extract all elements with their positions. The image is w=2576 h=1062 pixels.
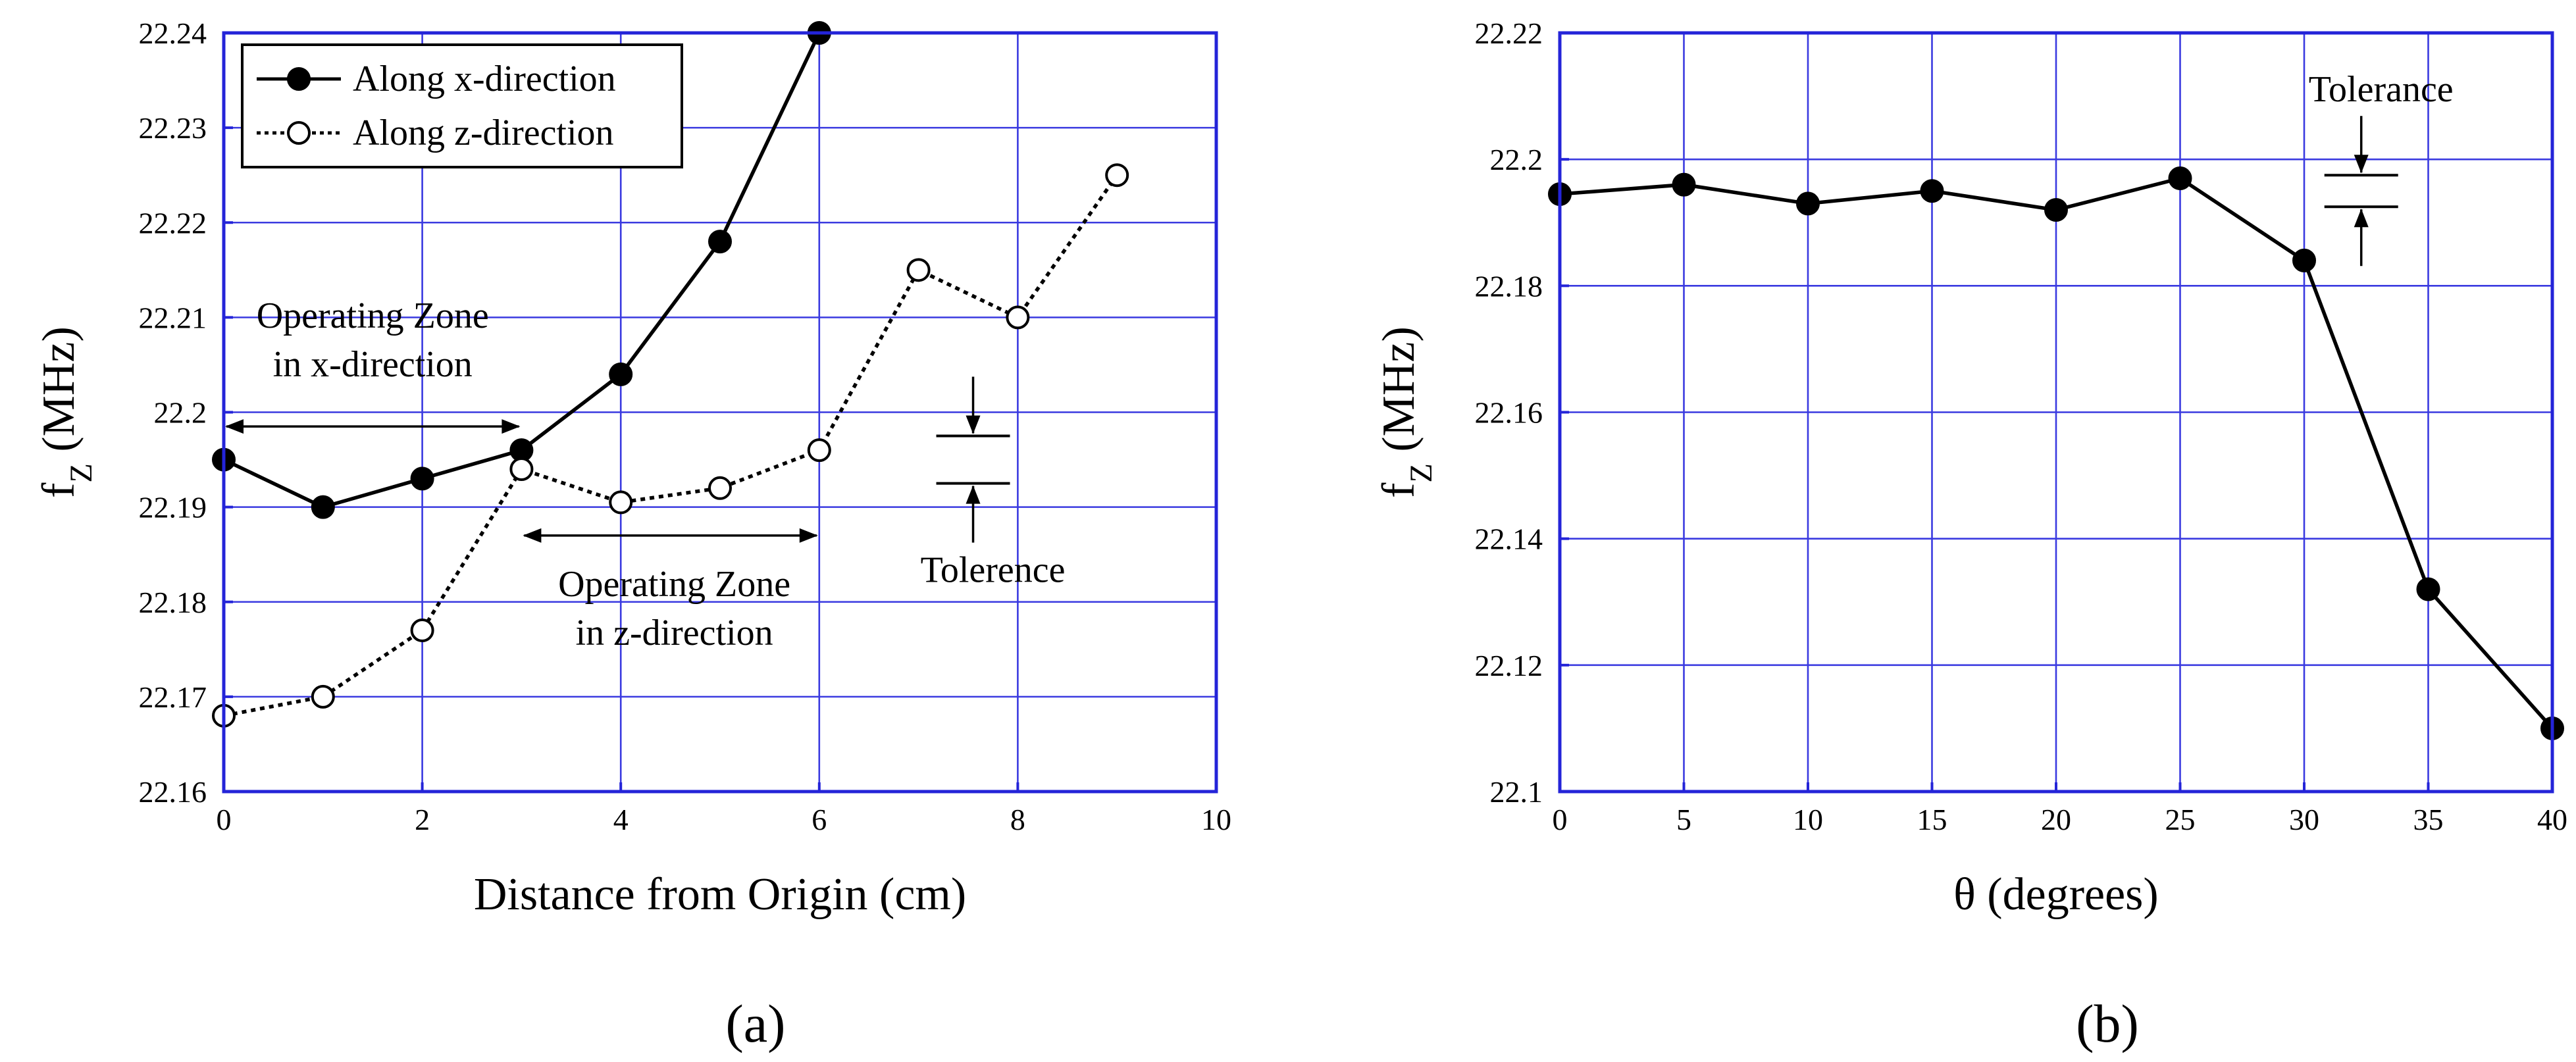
data-point-a-1 — [410, 618, 434, 642]
y-tick-label: 22.2 — [1490, 143, 1543, 176]
data-point-a-1 — [807, 438, 831, 463]
data-point-b-0 — [2168, 166, 2192, 190]
panel-label-a: (a) — [725, 994, 785, 1053]
x-tick-label: 10 — [1201, 803, 1231, 836]
x-tick-label: 20 — [2041, 803, 2071, 836]
series-line-a-1 — [223, 174, 1119, 718]
plot-frame-a — [222, 31, 1218, 794]
x-axis-label-b: θ (degrees) — [1953, 869, 2158, 920]
y-axis-label-sub-a: Z — [64, 463, 99, 482]
zone-z-arrow-right — [799, 528, 818, 543]
x-tick-label: 2 — [415, 803, 430, 836]
data-point-a-0 — [311, 495, 335, 519]
plot-frame-b — [1558, 31, 2554, 794]
series-points-a — [212, 21, 1129, 728]
y-tick-label: 22.19 — [139, 491, 207, 524]
y-axis-label-b: fZ (MHz) — [1374, 326, 1439, 498]
y-axis-label-a: fZ (MHz) — [34, 326, 99, 498]
x-tick-label: 10 — [1793, 803, 1823, 836]
y-tick-label: 22.1 — [1490, 775, 1543, 809]
data-point-b-0 — [1920, 179, 1944, 203]
data-point-a-1 — [609, 490, 633, 515]
legend-marker-x-direction — [287, 67, 311, 91]
data-point-a-0 — [609, 362, 633, 386]
annotations-b — [2324, 116, 2398, 266]
chart-panel-b: 0 5 10 15 20 25 30 35 40 22.1 22.12 22.14 22.16 22.18… — [1374, 16, 2567, 1053]
tick-labels-a: 0 2 4 6 8 10 22.16 22.17 22.18 22.19 22.2 22.21 22.2… — [139, 16, 1232, 836]
data-point-a-1 — [708, 476, 732, 500]
x-tick-label: 35 — [2413, 803, 2444, 836]
x-tick-label: 8 — [1010, 803, 1025, 836]
data-point-a-1 — [1105, 163, 1129, 188]
tolerance-label-a: Tolerence — [921, 550, 1066, 591]
data-point-a-1 — [311, 684, 335, 709]
y-tick-label: 22.14 — [1475, 522, 1543, 556]
y-tick-label: 22.21 — [139, 301, 207, 334]
data-point-b-0 — [2044, 198, 2068, 222]
x-tick-label: 6 — [811, 803, 827, 836]
zone-x-arrow-left — [225, 419, 244, 434]
tolerance-arrow-up — [966, 485, 981, 504]
tolerance-arrow-down — [966, 415, 981, 434]
x-axis-label-a: Distance from Origin (cm) — [474, 869, 966, 920]
x-tick-label: 5 — [1676, 803, 1691, 836]
data-point-b-0 — [2416, 577, 2440, 601]
annotations-a — [225, 376, 1010, 543]
x-tick-label: 30 — [2289, 803, 2319, 836]
y-axis-label-rest-b: (MHz) — [1374, 326, 1424, 463]
y-tick-label: 22.16 — [1475, 396, 1543, 430]
tick-labels-b: 0 5 10 15 20 25 30 35 40 22.1 22.12 22.14 22.16 22.18… — [1475, 16, 2568, 836]
panel-label-b: (b) — [2076, 994, 2139, 1053]
zone-x-label-line1: Operating Zone — [257, 295, 489, 336]
data-point-b-0 — [1672, 172, 1696, 197]
y-tick-label: 22.24 — [139, 16, 207, 50]
x-tick-label: 40 — [2537, 803, 2567, 836]
y-tick-label: 22.18 — [1475, 269, 1543, 303]
zone-z-arrow-left — [523, 528, 542, 543]
zone-z-label-line1: Operating Zone — [558, 564, 790, 605]
y-axis-label-main-a: f — [34, 482, 84, 498]
data-point-a-1 — [509, 457, 534, 481]
tolerance-arrow-up — [2354, 209, 2369, 228]
data-point-b-0 — [2292, 248, 2316, 272]
legend-a: Along x-direction Along z-direction — [241, 43, 683, 168]
x-tick-label: 0 — [217, 803, 232, 836]
data-point-a-0 — [708, 230, 732, 254]
y-axis-label-rest-a: (MHz) — [34, 326, 84, 463]
y-tick-label: 22.23 — [139, 111, 207, 145]
zone-z-label-line2: in z-direction — [576, 613, 773, 653]
y-tick-label: 22.17 — [139, 680, 207, 714]
zone-x-arrow-right — [502, 419, 521, 434]
chart-panel-a: 0 2 4 6 8 10 22.16 22.17 22.18 22.19 22.2 22.21 22.2… — [34, 16, 1231, 1053]
x-tick-label: 0 — [1553, 803, 1568, 836]
y-tick-label: 22.2 — [154, 396, 207, 430]
data-point-a-1 — [1006, 305, 1030, 330]
y-axis-label-sub-b: Z — [1404, 463, 1439, 482]
y-tick-label: 22.16 — [139, 775, 207, 809]
legend-label-x-direction: Along x-direction — [353, 59, 616, 99]
y-tick-label: 22.12 — [1475, 649, 1543, 682]
legend-box — [241, 43, 683, 168]
grid-b — [1558, 32, 2554, 793]
tolerance-arrow-down — [2354, 155, 2369, 174]
data-point-a-0 — [410, 467, 434, 491]
y-tick-label: 22.22 — [1475, 16, 1543, 50]
data-point-a-1 — [906, 258, 931, 282]
x-tick-label: 25 — [2165, 803, 2196, 836]
legend-label-z-direction: Along z-direction — [353, 113, 614, 153]
data-point-b-0 — [1796, 191, 1820, 216]
x-tick-label: 15 — [1917, 803, 1947, 836]
tolerance-label-b: Tolerance — [2309, 69, 2454, 110]
x-tick-label: 4 — [613, 803, 629, 836]
y-tick-label: 22.18 — [139, 586, 207, 619]
zone-x-label-line2: in x-direction — [273, 344, 473, 385]
y-axis-label-main-b: f — [1374, 482, 1424, 498]
legend-marker-z-direction — [287, 121, 311, 145]
y-tick-label: 22.22 — [139, 206, 207, 240]
